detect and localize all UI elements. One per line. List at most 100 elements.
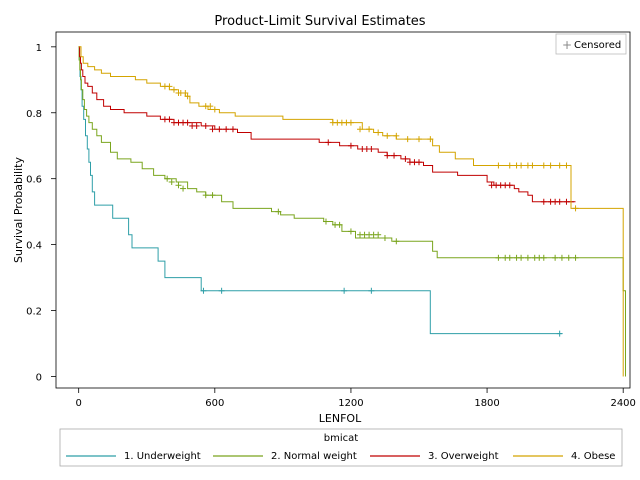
censor-mark xyxy=(347,228,354,235)
censor-mark xyxy=(366,126,373,133)
censor-mark xyxy=(529,162,536,169)
censor-mark xyxy=(384,132,391,139)
censor-mark xyxy=(495,162,502,169)
y-tick-label: 0.6 xyxy=(26,175,42,186)
y-tick-label: 1 xyxy=(36,43,42,54)
series-layer xyxy=(78,46,626,377)
censored-legend-label: Censored xyxy=(574,40,621,51)
censor-mark xyxy=(170,86,177,93)
censor-mark xyxy=(563,162,570,169)
chart-title: Product-Limit Survival Estimates xyxy=(214,14,425,29)
censor-mark xyxy=(207,103,214,110)
censor-mark xyxy=(375,129,382,136)
censor-mark xyxy=(357,126,364,133)
censor-mark xyxy=(223,126,230,133)
censored-legend: + Censored xyxy=(555,33,627,55)
censor-mark xyxy=(347,119,354,126)
x-tick-label: 2400 xyxy=(610,398,635,409)
censor-mark xyxy=(402,155,409,162)
censor-mark xyxy=(275,208,282,215)
censor-mark xyxy=(506,162,513,169)
censor-mark xyxy=(427,136,434,143)
censor-mark xyxy=(347,142,354,149)
censor-mark xyxy=(180,185,187,192)
censor-mark xyxy=(391,152,398,159)
censored-legend-marker: + xyxy=(562,38,572,52)
series-line-1 xyxy=(78,46,562,335)
censor-mark xyxy=(381,235,388,242)
censor-mark xyxy=(202,192,209,199)
legend-label-1: 1. Underweight xyxy=(124,451,201,462)
censor-mark xyxy=(556,198,563,205)
series-legend: bmicat 1. Underweight 2. Normal weight 3. … xyxy=(59,428,623,467)
censor-mark xyxy=(184,93,191,100)
censor-mark xyxy=(547,162,554,169)
censor-mark xyxy=(200,287,207,294)
axis-ticks: 0 600 1200 1800 2400 0 0.2 0.4 0.6 0.8 1 xyxy=(26,43,636,409)
censor-mark xyxy=(182,89,189,96)
censor-mark xyxy=(565,254,572,261)
censor-mark xyxy=(384,152,391,159)
censor-mark xyxy=(506,182,513,189)
censor-mark xyxy=(202,122,209,129)
censor-mark xyxy=(229,126,236,133)
censor-mark xyxy=(572,254,579,261)
censor-mark xyxy=(393,132,400,139)
censor-mark xyxy=(209,126,216,133)
censor-mark xyxy=(325,139,332,146)
censor-mark xyxy=(540,254,547,261)
censor-mark xyxy=(540,162,547,169)
legend-label-4: 4. Obese xyxy=(571,451,615,462)
legend-label-3: 3. Overweight xyxy=(428,451,499,462)
censor-mark xyxy=(518,162,525,169)
censor-mark xyxy=(524,254,531,261)
series-legend-box xyxy=(59,428,623,467)
censor-mark xyxy=(540,198,547,205)
censor-mark xyxy=(211,106,218,113)
x-tick-label: 1800 xyxy=(474,398,499,409)
censor-mark xyxy=(164,175,171,182)
legend-title: bmicat xyxy=(324,433,358,444)
legend-label-2: 2. Normal weight xyxy=(271,451,357,462)
censor-mark xyxy=(416,136,423,143)
censor-mark xyxy=(552,254,559,261)
censor-mark xyxy=(556,330,563,337)
y-tick-label: 0.2 xyxy=(26,307,42,318)
y-tick-label: 0 xyxy=(36,372,42,383)
y-axis-label: Survival Probability xyxy=(12,157,25,263)
censor-mark xyxy=(556,162,563,169)
censor-mark xyxy=(495,254,502,261)
censor-mark xyxy=(218,287,225,294)
x-tick-label: 0 xyxy=(76,398,82,409)
plot-frame xyxy=(55,31,631,389)
censor-mark xyxy=(209,192,216,199)
censor-mark xyxy=(572,205,579,212)
censor-mark xyxy=(404,136,411,143)
y-tick-label: 0.8 xyxy=(26,109,42,120)
censor-mark xyxy=(368,146,375,153)
censor-mark xyxy=(393,238,400,245)
censor-mark xyxy=(193,122,200,129)
censor-mark xyxy=(166,116,173,123)
censor-mark xyxy=(175,182,182,189)
censor-mark xyxy=(518,254,525,261)
censor-mark xyxy=(558,254,565,261)
censor-mark xyxy=(336,221,343,228)
censor-mark xyxy=(368,287,375,294)
censor-mark xyxy=(375,231,382,238)
x-axis-label: LENFOL xyxy=(319,412,362,425)
censor-mark xyxy=(341,287,348,294)
series-line-4 xyxy=(78,46,624,377)
censor-mark xyxy=(168,178,175,185)
censor-mark xyxy=(184,119,191,126)
censored-legend-box xyxy=(555,33,627,55)
censor-mark xyxy=(416,159,423,166)
legend-items: 1. Underweight 2. Normal weight 3. Overwei… xyxy=(66,451,615,462)
y-tick-label: 0.4 xyxy=(26,241,42,252)
censor-mark xyxy=(506,254,513,261)
series-line-3 xyxy=(78,46,576,203)
censor-mark xyxy=(322,218,329,225)
x-tick-label: 1200 xyxy=(338,398,363,409)
x-tick-label: 600 xyxy=(205,398,224,409)
